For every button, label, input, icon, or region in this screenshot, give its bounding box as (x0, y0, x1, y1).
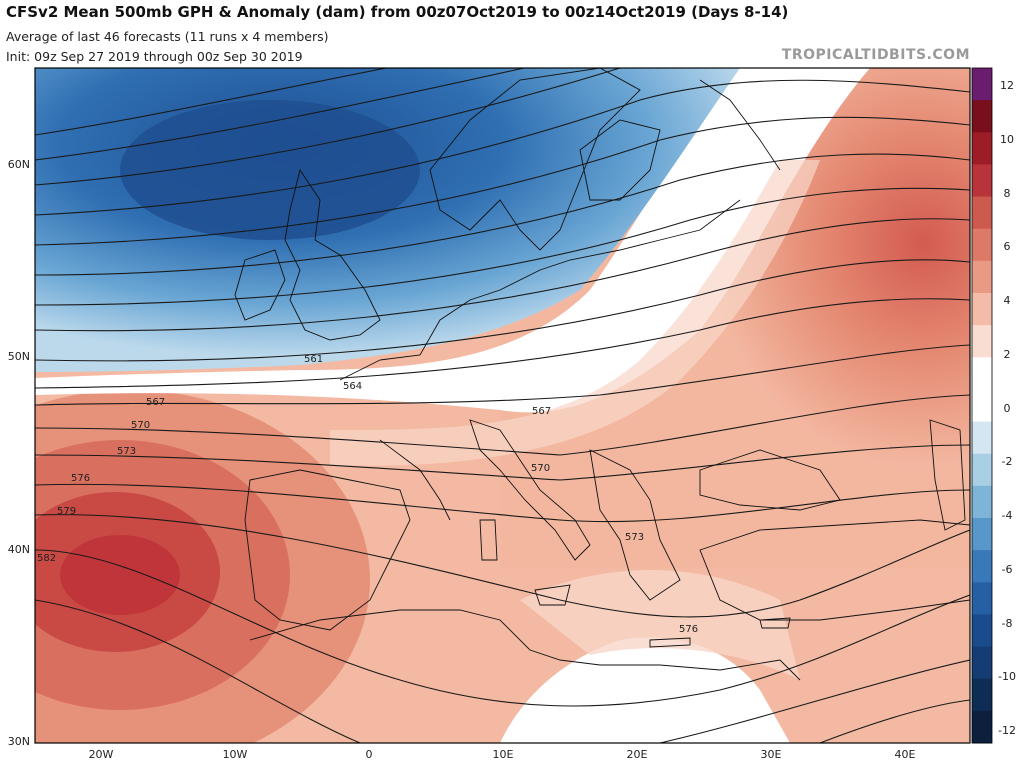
lon-label-40e: 40E (894, 748, 916, 761)
lon-label-30e: 30E (760, 748, 782, 761)
coastlines (234, 68, 970, 681)
colorbar-tick-label: 6 (1003, 240, 1011, 254)
chart-title: CFSv2 Mean 500mb GPH & Anomaly (dam) fro… (6, 3, 789, 21)
colorbar-swatch (972, 100, 992, 133)
colorbar-swatch (972, 614, 992, 648)
map-border (34, 67, 971, 744)
colorbar-tick-label: 12 (1000, 79, 1014, 92)
colorbar-tick-label: 2 (1003, 347, 1011, 361)
lon-label-10e: 10E (492, 748, 514, 761)
colorbar-swatch (972, 68, 992, 101)
contour-lines (35, 68, 970, 743)
colorbar-swatch (972, 421, 992, 455)
chart-subtitle-init: Init: 09z Sep 27 2019 through 00z Sep 30… (6, 49, 303, 64)
colorbar-swatch (972, 325, 992, 358)
colorbar-tick-label: -6 (1001, 562, 1013, 576)
lat-label-40n: 40N (7, 543, 30, 556)
contour-label: 573 (117, 446, 136, 457)
contour-label: 564 (343, 381, 362, 392)
colorbar-tick-label: 10 (1000, 132, 1014, 146)
colorbar-tick-label: 8 (1003, 186, 1011, 200)
contour-label-group: 561 564 567 570 573 576 579 582 567 570 573 576 (37, 354, 698, 635)
colorbar-swatch (972, 196, 992, 230)
lat-label-60n: 60N (7, 158, 30, 171)
colorbar-swatch (972, 485, 992, 519)
colorbar-swatch (972, 518, 992, 551)
lon-label-0: 0 (365, 748, 373, 761)
lat-label-50n: 50N (7, 350, 30, 363)
colorbar-swatch (972, 260, 992, 294)
contour-label: 561 (304, 354, 323, 365)
colorbar-swatch (972, 293, 992, 326)
colorbar-swatch (972, 550, 992, 583)
colorbar-swatch (972, 228, 992, 262)
lon-label-20w: 20W (88, 748, 114, 761)
colorbar (971, 67, 993, 744)
contour-label: 570 (131, 420, 150, 431)
contour-label: 582 (37, 553, 56, 564)
lat-label-30n: 30N (7, 735, 30, 748)
colorbar-swatch (972, 132, 992, 165)
chart-subtitle-forecasts: Average of last 46 forecasts (11 runs x … (6, 29, 329, 44)
colorbar-tick-label: -12 (998, 724, 1016, 737)
map-fill-layer (35, 68, 970, 743)
contour-label: 567 (146, 397, 165, 408)
colorbar-swatch (972, 389, 992, 423)
colorbar-swatch (972, 710, 992, 744)
colorbar-tick-label: 0 (1003, 401, 1011, 415)
contour-label: 573 (625, 532, 644, 543)
brand-watermark: TROPICALTIDBITS.COM (781, 47, 970, 63)
colorbar-tick-label: 4 (1003, 294, 1011, 307)
contour-label: 570 (531, 463, 550, 474)
lon-label-20e: 20E (626, 748, 648, 761)
colorbar-swatch (972, 357, 992, 390)
lon-label-10w: 10W (222, 748, 248, 761)
colorbar-swatch (972, 582, 992, 615)
contour-label: 579 (57, 506, 76, 517)
colorbar-tick-label: -4 (1001, 509, 1013, 522)
colorbar-tick-label: -10 (998, 670, 1016, 684)
contour-label: 567 (532, 406, 551, 417)
contour-label: 576 (71, 473, 90, 484)
colorbar-swatch (972, 164, 992, 198)
contour-label: 576 (679, 624, 698, 635)
colorbar-swatch (972, 646, 992, 680)
colorbar-tick-label: -8 (1001, 616, 1013, 630)
colorbar-border (971, 67, 993, 744)
colorbar-swatch (972, 453, 992, 487)
colorbar-tick-label: -2 (1001, 455, 1013, 469)
colorbar-swatch (972, 678, 992, 712)
